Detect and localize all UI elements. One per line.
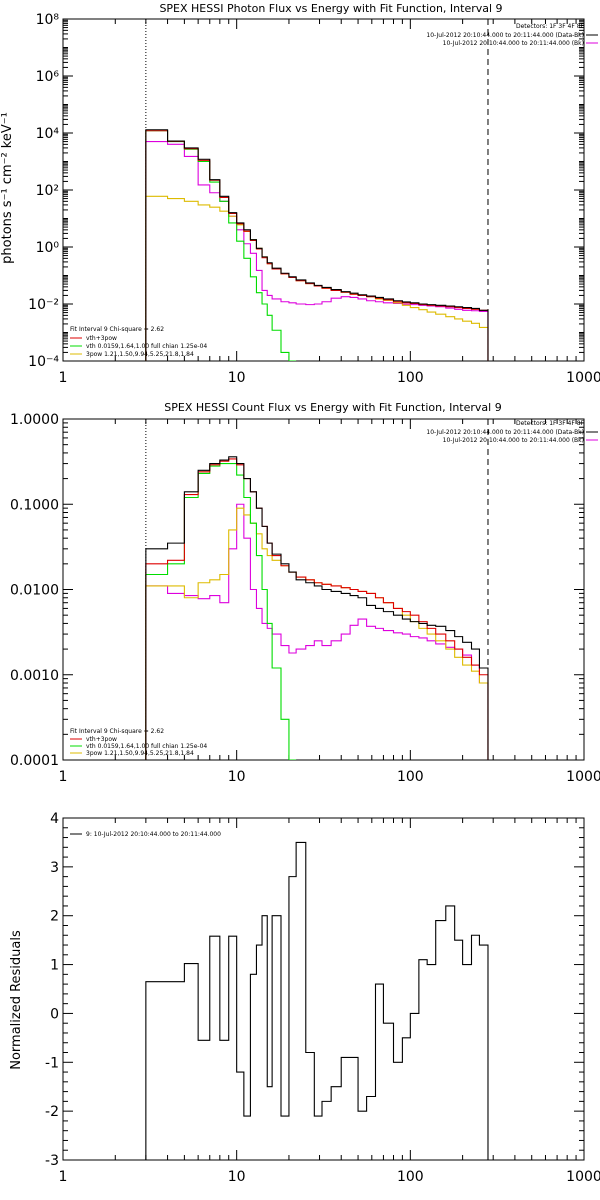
residuals-y-tick-label: -1 bbox=[45, 1055, 59, 1071]
count-flux-title: SPEX HESSI Count Flux vs Energy with Fit… bbox=[164, 401, 501, 414]
residuals-x-tick-label: 100 bbox=[397, 1169, 424, 1185]
residuals-x-tick-label: 10 bbox=[228, 1169, 246, 1185]
photon-flux-legend-detectors: Detectors: 1F 3F 4F 8F bbox=[516, 23, 585, 30]
residuals-y-tick-label: 0 bbox=[50, 1006, 59, 1022]
count-flux-x-tick-label: 1 bbox=[59, 769, 68, 785]
count-flux-y-tick-label: 1.0000 bbox=[10, 412, 59, 428]
count-flux-panel: SPEX HESSI Count Flux vs Energy with Fit… bbox=[10, 401, 600, 785]
residuals-y-tick-label: 1 bbox=[50, 958, 59, 974]
count-flux-x-tick-label: 1000 bbox=[566, 769, 600, 785]
photon-flux-title: SPEX HESSI Photon Flux vs Energy with Fi… bbox=[159, 2, 502, 15]
photon-flux-legend-total: vth+3pow bbox=[86, 335, 117, 342]
photon-flux-y-tick-label: 10² bbox=[36, 183, 59, 199]
count-flux-x-tick-label: 10 bbox=[228, 769, 246, 785]
photon-flux-legend-data-bk: 10-Jul-2012 20:10:44.000 to 20:11:44.000… bbox=[426, 32, 584, 39]
photon-flux-x-tick-label: 10 bbox=[228, 370, 246, 386]
count-flux-legend-vth: vth 0.0159,1.64,1.00 full chian 1.25e-04 bbox=[86, 743, 207, 750]
photon-flux-y-tick-label: 10⁶ bbox=[36, 69, 60, 85]
photon-flux-legend-vth: vth 0.0159,1.64,1.00 full chian 1.25e-04 bbox=[86, 343, 207, 350]
residuals-y-tick-label: 3 bbox=[50, 860, 59, 876]
count-flux-y-tick-label: 0.0010 bbox=[10, 668, 59, 684]
residuals-series-residuals bbox=[145, 841, 489, 1160]
count-flux-series-data-bk bbox=[145, 456, 489, 760]
count-flux-y-tick-label: 0.0001 bbox=[10, 753, 59, 769]
photon-flux-x-tick-label: 1000 bbox=[566, 370, 600, 386]
residuals-x-tick-label: 1000 bbox=[566, 1169, 600, 1185]
count-flux-x-tick-label: 100 bbox=[397, 769, 424, 785]
residuals-legend-label: 9: 10-Jul-2012 20:10:44.000 to 20:11:44.… bbox=[86, 831, 221, 838]
photon-flux-x-tick-label: 100 bbox=[397, 370, 424, 386]
photon-flux-y-axis-label: photons s⁻¹ cm⁻² keV⁻¹ bbox=[0, 112, 15, 264]
residuals-y-tick-label: 4 bbox=[50, 811, 59, 827]
photon-flux-y-tick-label: 10⁰ bbox=[36, 240, 60, 256]
residuals-plot-frame bbox=[62, 817, 585, 1161]
count-flux-y-tick-label: 0.0100 bbox=[10, 583, 59, 599]
photon-flux-panel: SPEX HESSI Photon Flux vs Energy with Fi… bbox=[0, 2, 600, 386]
count-flux-series-vth bbox=[145, 463, 297, 760]
count-flux-legend-fit-info: Fit Interval 9 Chi-square = 2.62 bbox=[70, 728, 164, 735]
count-flux-legend-total: vth+3pow bbox=[86, 736, 117, 743]
photon-flux-legend-fit-info: Fit Interval 9 Chi-square = 2.62 bbox=[70, 326, 164, 333]
photon-flux-series-data-bk bbox=[145, 129, 489, 361]
residuals-x-tick-label: 1 bbox=[59, 1169, 68, 1185]
photon-flux-y-tick-label: 10⁻² bbox=[28, 297, 59, 313]
photon-flux-x-tick-label: 1 bbox=[59, 370, 68, 386]
residuals-y-tick-label: 2 bbox=[50, 909, 59, 925]
photon-flux-y-tick-label: 10⁻⁴ bbox=[28, 354, 59, 370]
photon-flux-y-tick-label: 10⁸ bbox=[36, 12, 60, 28]
photon-flux-legend-bk: 10-Jul-2012 20:10:44.000 to 20:11:44.000… bbox=[443, 40, 584, 47]
count-flux-legend-detectors: Detectors: 1F 3F 4F 8F bbox=[516, 420, 585, 427]
count-flux-legend-data-bk: 10-Jul-2012 20:10:44.000 to 20:11:44.000… bbox=[426, 429, 584, 436]
residuals-panel: Normalized Residuals 9: 10-Jul-2012 20:1… bbox=[9, 811, 600, 1185]
count-flux-legend-3pow: 3pow 1.21,1.50,9.94,5.25,21.8,1.84 bbox=[86, 750, 194, 757]
residuals-y-tick-label: -2 bbox=[45, 1104, 59, 1120]
residuals-y-tick-label: -3 bbox=[45, 1153, 59, 1169]
count-flux-y-tick-label: 0.1000 bbox=[10, 497, 59, 513]
photon-flux-y-tick-label: 10⁴ bbox=[36, 126, 60, 142]
residuals-y-axis-label: Normalized Residuals bbox=[9, 930, 24, 1070]
count-flux-legend-bk: 10-Jul-2012 20:10:44.000 to 20:11:44.000… bbox=[443, 437, 584, 444]
photon-flux-legend-3pow: 3pow 1.21,1.50,9.94,5.25,21.8,1.84 bbox=[86, 351, 194, 358]
